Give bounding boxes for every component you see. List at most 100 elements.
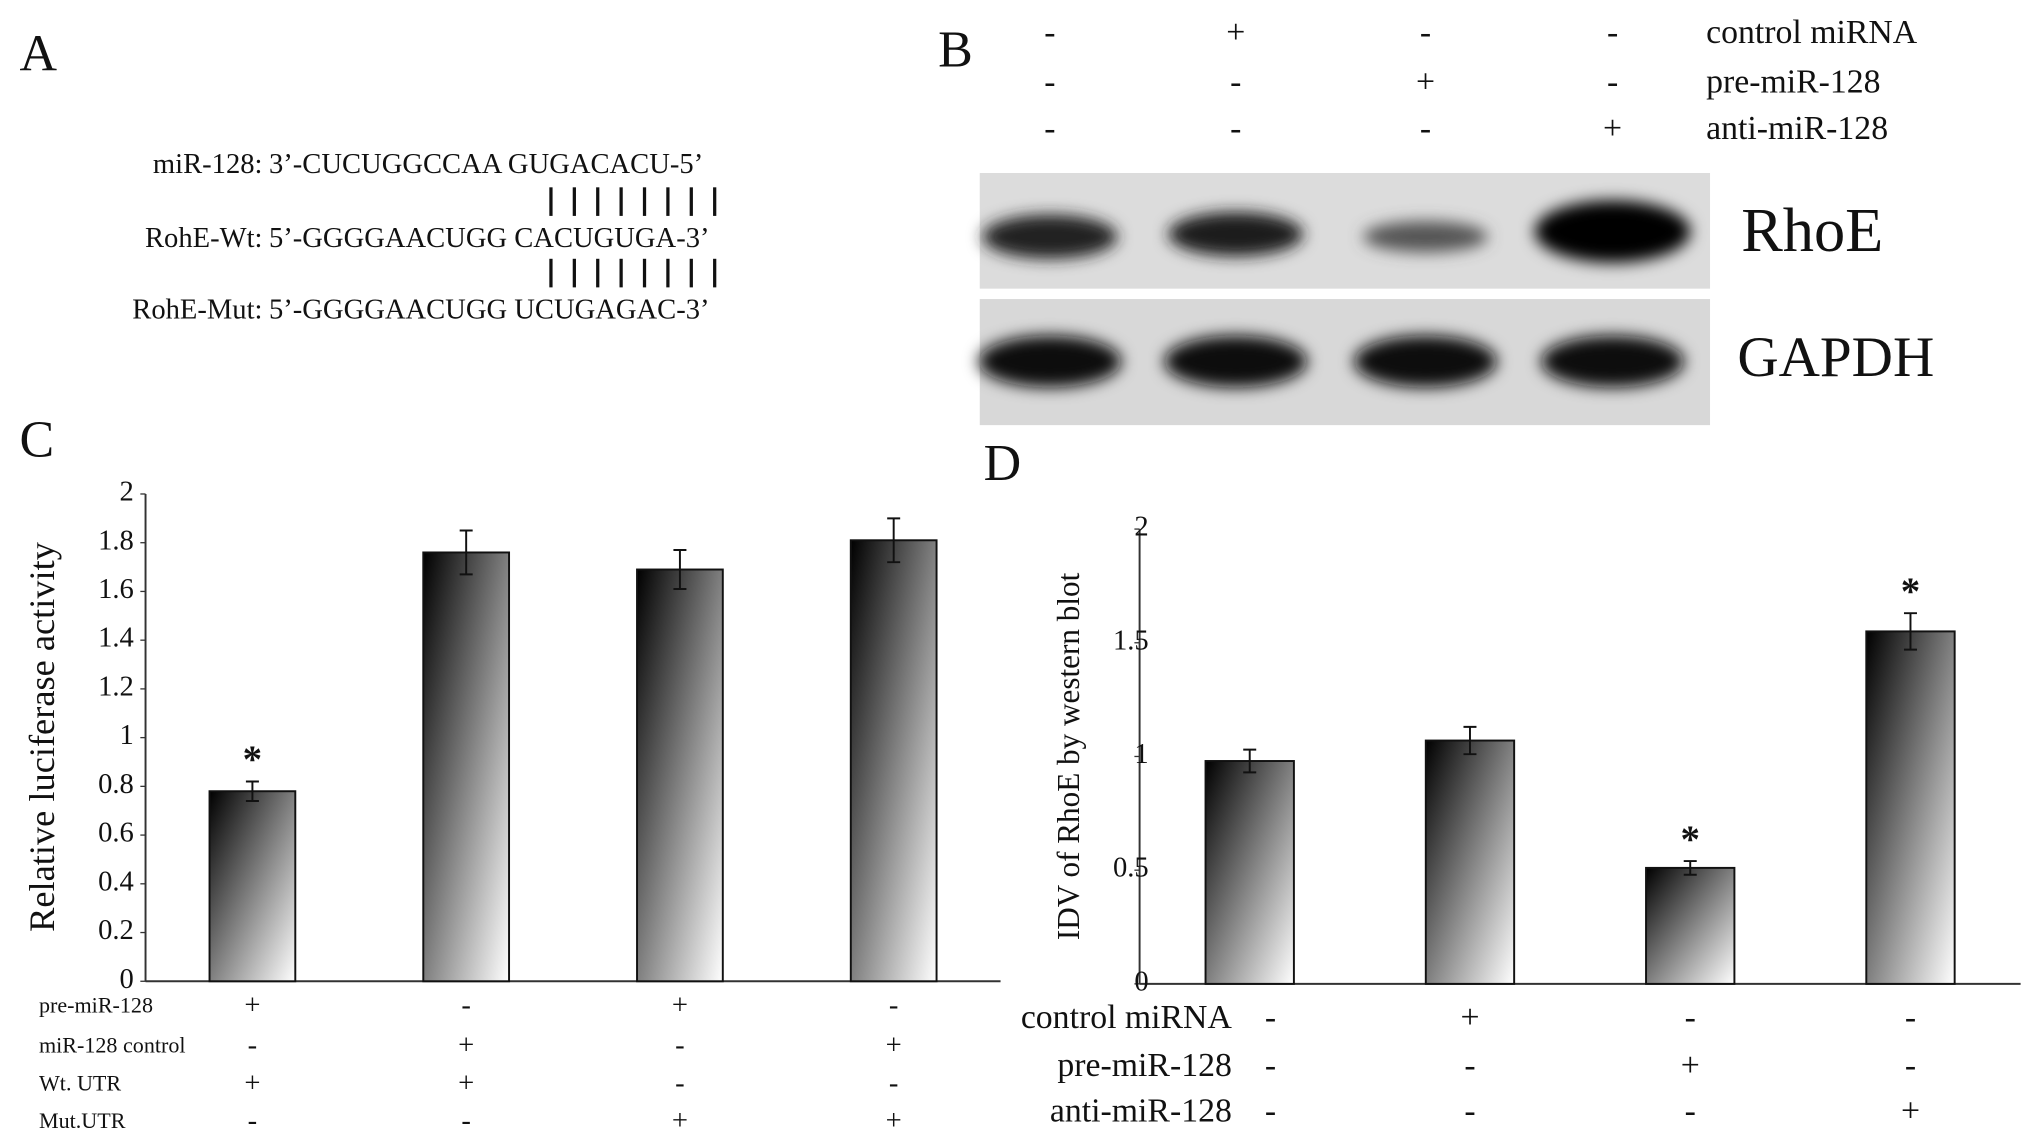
y-axis-label: Relative luciferase activity <box>22 541 62 932</box>
panel-label: B <box>938 22 973 79</box>
y-tick-label: 2 <box>120 477 134 508</box>
condition-name: miR-128 control <box>39 1033 186 1058</box>
condition-sign: - <box>1905 999 1916 1036</box>
sequence: 5’-GGGGAACUGG UCUGAGAC-3’ <box>269 295 710 326</box>
significance-label: * <box>243 738 262 781</box>
y-tick-label: 1 <box>1134 739 1148 770</box>
band <box>1354 335 1497 388</box>
error-bar <box>1903 612 1917 651</box>
bar <box>1645 866 1736 985</box>
sequence: 5’-GGGGAACUGG CACUGUGA-3’ <box>269 223 710 254</box>
condition-name: Wt. UTR <box>39 1070 121 1095</box>
condition-sign: - <box>1420 14 1431 51</box>
condition-sign: - <box>1464 1047 1475 1084</box>
condition-name: pre-miR-128 <box>39 992 153 1017</box>
condition-name: control miRNA <box>1706 14 1918 51</box>
condition-sign: - <box>461 1105 471 1136</box>
condition-sign: - <box>1044 110 1055 147</box>
y-tick-label: 0.4 <box>98 866 134 897</box>
condition-sign: - <box>1464 1093 1475 1130</box>
error-bar <box>245 780 259 802</box>
condition-name: anti-miR-128 <box>1050 1093 1232 1130</box>
condition-sign: - <box>675 1030 685 1061</box>
condition-name: pre-miR-128 <box>1057 1047 1231 1084</box>
y-tick-label: 1 <box>120 720 134 751</box>
y-tick-label: 0.5 <box>1113 853 1149 884</box>
blot-label: GAPDH <box>1737 326 1934 389</box>
bar <box>1204 760 1295 985</box>
bar <box>422 551 511 983</box>
error-bar <box>673 549 687 590</box>
condition-sign: - <box>1230 63 1241 100</box>
condition-name: Mut.UTR <box>39 1108 126 1133</box>
y-tick-label: 0.6 <box>98 818 134 849</box>
condition-name: control miRNA <box>1021 999 1233 1036</box>
condition-sign: - <box>1230 110 1241 147</box>
condition-sign: - <box>1044 14 1055 51</box>
condition-sign: + <box>672 990 688 1021</box>
error-bar <box>887 517 901 564</box>
panel-label: D <box>984 435 1022 492</box>
error-bar <box>1463 725 1477 756</box>
band <box>1541 335 1685 388</box>
condition-sign: - <box>1265 1047 1276 1084</box>
error-bar <box>459 529 473 576</box>
y-tick-label: 1.5 <box>1113 625 1149 656</box>
error-bar <box>1683 860 1697 876</box>
condition-sign: + <box>1681 1047 1700 1084</box>
bar <box>636 568 724 983</box>
bar <box>849 539 938 983</box>
condition-sign: + <box>1416 63 1435 100</box>
y-axis-label: IDV of RhoE by western blot <box>1051 572 1086 940</box>
y-tick-label: 0.2 <box>98 915 134 946</box>
panel-label: A <box>19 26 57 83</box>
band <box>1168 212 1304 257</box>
significance-label: * <box>1680 818 1699 861</box>
y-tick-label: 0.8 <box>98 769 134 800</box>
y-tick-label: 1.4 <box>98 623 134 654</box>
sequence: 3’-CUCUGGCCAA GUGACACU-5’ <box>269 149 703 180</box>
condition-sign: - <box>248 1030 258 1061</box>
blot-label: RhoE <box>1741 196 1883 265</box>
condition-sign: + <box>458 1030 474 1061</box>
y-tick-label: 0 <box>120 964 134 995</box>
seq-name: RohE-Wt: <box>145 223 262 254</box>
y-tick-label: 2 <box>1134 512 1148 543</box>
bar <box>1865 630 1956 985</box>
condition-sign: - <box>1420 110 1431 147</box>
panel-label: C <box>19 412 54 469</box>
condition-sign: - <box>1607 14 1618 51</box>
seq-name: miR-128: <box>153 149 263 180</box>
band <box>1534 200 1691 263</box>
y-tick-label: 1.8 <box>98 525 134 556</box>
condition-sign: - <box>889 1068 899 1099</box>
condition-sign: - <box>675 1068 685 1099</box>
band <box>978 335 1122 388</box>
condition-sign: + <box>886 1105 902 1136</box>
condition-name: pre-miR-128 <box>1706 63 1880 100</box>
y-tick-label: 0 <box>1134 966 1148 997</box>
condition-sign: - <box>1265 999 1276 1036</box>
bands <box>978 200 1691 388</box>
band <box>982 214 1118 259</box>
seq-name: RohE-Mut: <box>132 295 262 326</box>
condition-sign: - <box>1044 63 1055 100</box>
condition-sign: - <box>461 990 471 1021</box>
condition-sign: + <box>244 990 260 1021</box>
error-bar <box>1243 748 1257 774</box>
band <box>1164 335 1308 388</box>
condition-sign: - <box>248 1105 258 1136</box>
condition-sign: - <box>1265 1093 1276 1130</box>
condition-sign: - <box>1607 63 1618 100</box>
condition-sign: - <box>1685 999 1696 1036</box>
condition-sign: + <box>1603 110 1622 147</box>
band <box>1363 221 1488 253</box>
significance-label: * <box>1901 570 1920 613</box>
condition-sign: - <box>1685 1093 1696 1130</box>
condition-sign: + <box>244 1068 260 1099</box>
condition-sign: - <box>1905 1047 1916 1084</box>
condition-sign: + <box>458 1068 474 1099</box>
y-tick-label: 1.6 <box>98 574 134 605</box>
